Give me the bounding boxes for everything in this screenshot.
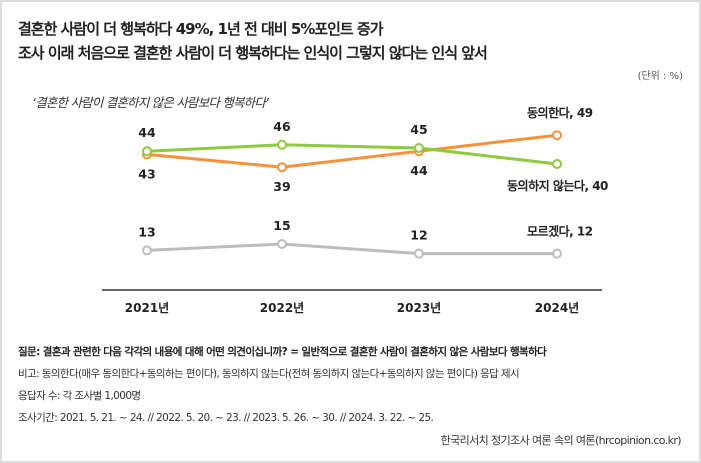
data-label: 15 (273, 218, 290, 233)
chart-subtitle: ‘결혼한 사람이 결혼하지 않은 사람보다 행복하다’ (32, 95, 269, 110)
data-point (552, 159, 562, 169)
series-line-0 (146, 133, 558, 169)
data-point (277, 162, 287, 173)
footnote-period: 조사기간: 2021. 5. 21. ~ 24. // 2022. 5. 20.… (18, 412, 434, 424)
data-point (142, 146, 152, 157)
series-end-label: 모르겠다, 12 (527, 224, 593, 239)
series-line-2 (146, 242, 557, 256)
x-tick-label: 2023년 (397, 301, 441, 315)
data-label: 13 (138, 224, 155, 239)
title-line-2: 조사 이래 처음으로 결혼한 사람이 더 행복하다는 인식이 그렇지 않다는 인… (18, 44, 488, 62)
footnote-sample: 응답자 수: 각 조사별 1,000명 (18, 390, 141, 402)
data-label: 46 (273, 119, 291, 134)
x-tick-label: 2022년 (260, 301, 304, 315)
data-point (552, 130, 562, 141)
data-label: 43 (138, 166, 155, 181)
data-point (414, 248, 424, 259)
series-end-label: 동의하지 않는다, 40 (507, 178, 608, 193)
data-label: 39 (273, 179, 290, 194)
x-tick-label: 2024년 (535, 301, 579, 315)
data-label: 12 (410, 228, 427, 243)
data-point (277, 239, 287, 249)
series-line-1 (146, 143, 558, 166)
footnote-question: 질문: 결혼과 관련한 다음 각각의 내용에 대해 어떤 의견이십니까? = 일… (18, 346, 547, 358)
title-line-1: 결혼한 사람이 더 행복하다 49%, 1년 전 대비 5%포인트 증가 (18, 20, 384, 38)
data-point (414, 143, 424, 153)
source: 한국리서치 정기조사 여론 속의 여론(hrcopinion.co.kr) (440, 434, 682, 447)
line-chart: 2021년 2022년 2023년 2024년 43 39 44 동의한다, 49 44 46 45… (102, 105, 609, 315)
data-point (142, 245, 152, 256)
x-tick-label: 2021년 (125, 301, 169, 315)
footnote-remark: 비고: 동의한다(매우 동의한다+동의하는 편이다), 동의하지 않는다(전혀 … (18, 368, 520, 380)
series-end-label: 동의한다, 49 (527, 105, 593, 120)
data-point (552, 248, 562, 259)
data-point (277, 139, 287, 150)
data-label: 44 (410, 163, 428, 178)
data-label: 44 (138, 125, 156, 140)
unit-label: (단위 : %) (637, 71, 683, 82)
data-label: 45 (410, 122, 427, 137)
